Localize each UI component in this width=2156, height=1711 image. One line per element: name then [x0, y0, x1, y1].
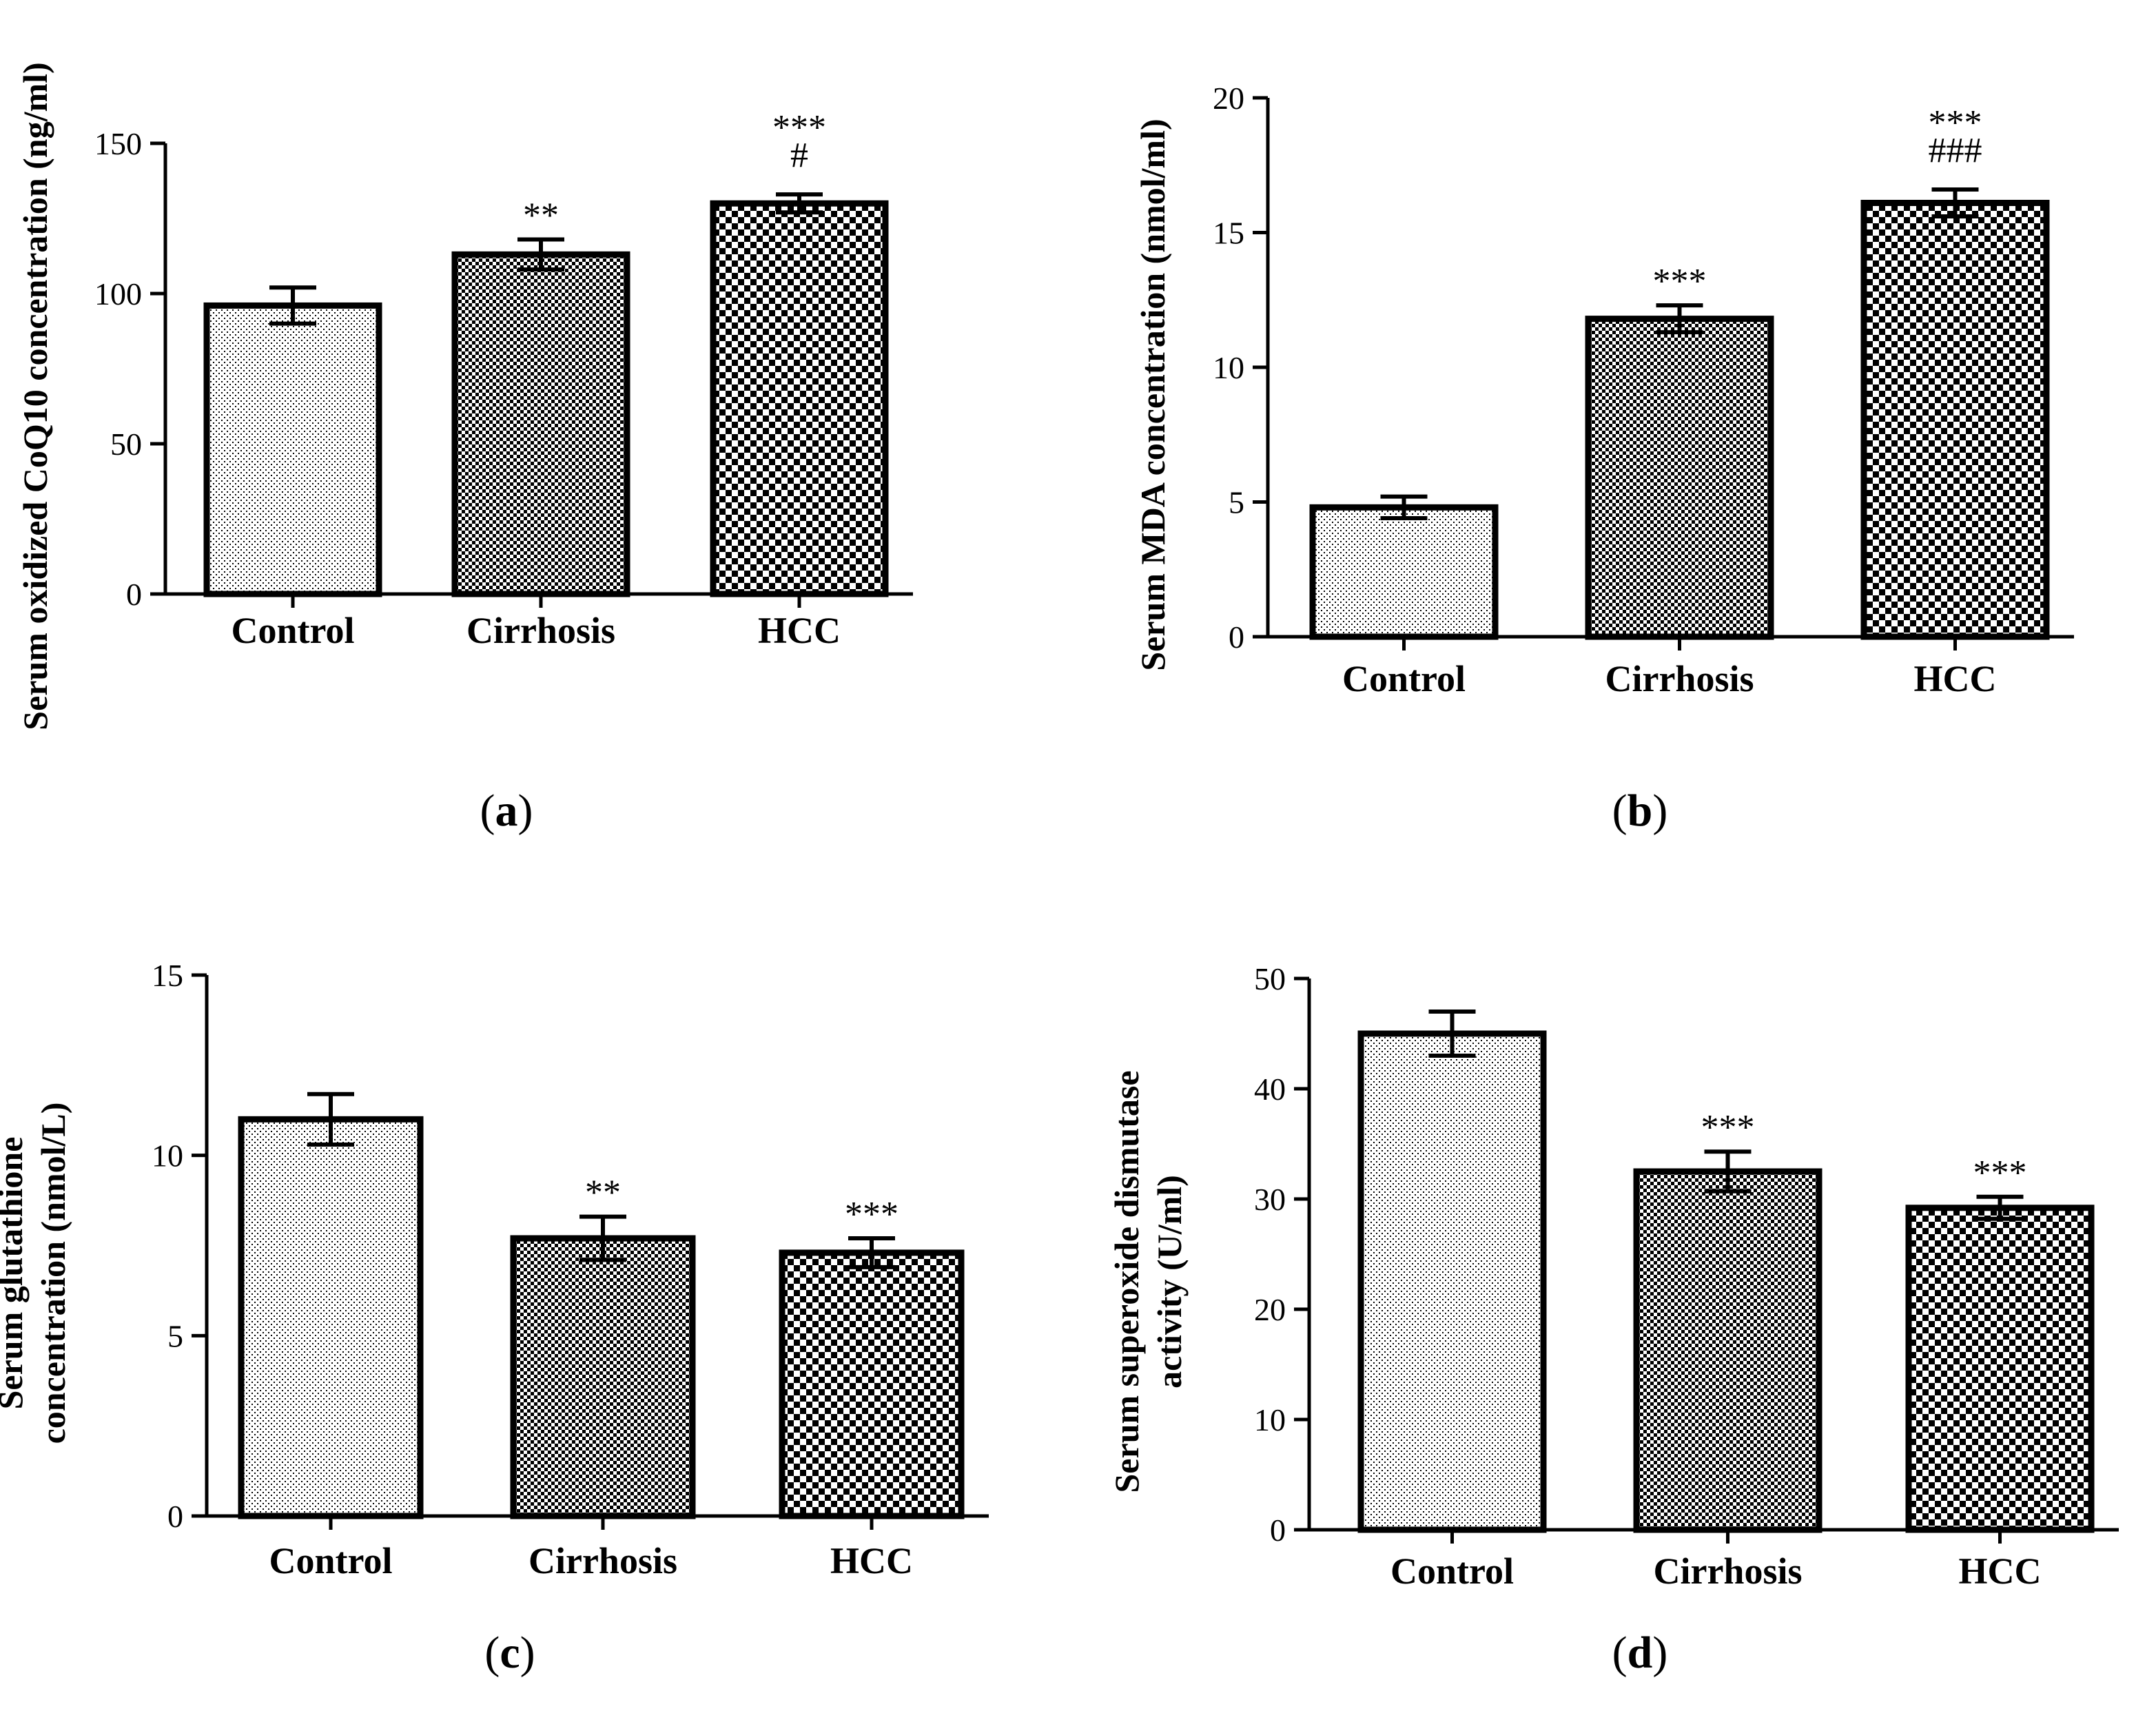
bar-hcc [779, 1249, 965, 1519]
panel-label-letter: a [495, 786, 518, 836]
chart-panel-d: 0 10 20 30 40 50 Serum superoxide dismutase act… [1107, 961, 2119, 1678]
panel-label-open: ( [484, 1628, 500, 1678]
y-axis-title-line: concentration (nmol/L) [34, 1103, 72, 1444]
x-tick-label: Control [1390, 1550, 1514, 1592]
bar-control [238, 1116, 424, 1519]
bar-control [203, 302, 382, 597]
y-tick-label: 5 [1229, 485, 1244, 520]
significance-marker: ** [585, 1174, 621, 1213]
panel-label: (d) [1612, 1628, 1668, 1678]
y-axis-title-line: Serum superoxide dismutase [1107, 1070, 1146, 1493]
y-tick-label: 0 [1229, 619, 1244, 655]
x-tick-label: Cirrhosis [1654, 1550, 1803, 1592]
x-tick-label: Cirrhosis [466, 610, 615, 651]
panel-label-open: ( [480, 786, 495, 836]
significance-marker: *** [1973, 1154, 2027, 1193]
chart-panel-b: 0 5 10 15 20 Serum MDA concentration (nmol/ml… [1133, 81, 2074, 836]
x-tick-label: HCC [758, 610, 841, 651]
y-tick-label: 10 [1213, 350, 1244, 385]
y-tick-label: 10 [152, 1138, 183, 1174]
chart-panel-c: 0 5 10 15 Serum glutathione concentration (nm… [0, 958, 989, 1678]
y-tick-label: 0 [126, 577, 142, 612]
x-tick-label: Cirrhosis [1605, 658, 1754, 699]
y-axis-title-line: Serum glutathione [0, 1137, 30, 1410]
panel-label-letter: b [1628, 786, 1653, 836]
y-axis-title: Serum superoxide dismutase activity (U/ml… [1107, 1070, 1189, 1493]
y-tick-label: 20 [1213, 81, 1244, 116]
x-tick-label: HCC [1959, 1550, 2042, 1592]
y-tick-label: 5 [167, 1318, 183, 1353]
panel-label-close: ) [1652, 786, 1667, 836]
panel-label-close: ) [520, 1628, 535, 1678]
y-tick-label: 150 [94, 126, 142, 161]
bar-control [1357, 1030, 1547, 1533]
y-axis-title: Serum MDA concentration (nmol/ml) [1133, 119, 1172, 670]
y-axis-title: Serum oxidized CoQ10 concentration (ng/m… [16, 62, 54, 730]
x-tick-label: Cirrhosis [528, 1540, 677, 1581]
panel-label: (b) [1612, 786, 1668, 836]
x-tick-label: HCC [1914, 658, 1997, 699]
bar-cirrhosis [1585, 316, 1774, 640]
bar-control [1309, 504, 1499, 640]
panel-label-letter: c [500, 1628, 520, 1678]
x-tick-label: Control [231, 610, 354, 651]
y-tick-label: 40 [1254, 1072, 1286, 1107]
y-tick-label: 10 [1254, 1402, 1286, 1437]
y-tick-label: 15 [1213, 216, 1244, 251]
significance-marker: *** [1653, 262, 1707, 301]
panel-label-close: ) [518, 786, 533, 836]
significance-marker: *** [845, 1195, 899, 1234]
significance-marker: *** [772, 108, 826, 147]
y-tick-label: 30 [1254, 1182, 1286, 1217]
y-axis-title-line: Serum oxidized CoQ10 concentration (ng/m… [16, 62, 54, 730]
panel-label-letter: d [1628, 1628, 1653, 1678]
significance-marker: # [790, 136, 808, 175]
panel-label-open: ( [1612, 786, 1628, 836]
x-tick-label: Control [269, 1540, 392, 1581]
significance-marker: ** [523, 196, 559, 236]
y-axis-title: Serum glutathione concentration (nmol/L) [0, 1103, 72, 1444]
y-axis-title-line: activity (U/ml) [1150, 1175, 1189, 1389]
significance-marker: *** [1929, 103, 1982, 143]
y-tick-label: 50 [110, 427, 142, 462]
bar-hcc [1860, 199, 2050, 640]
y-tick-label: 15 [152, 958, 183, 993]
panel-label-open: ( [1612, 1628, 1628, 1678]
bar-hcc [710, 200, 889, 597]
y-tick-label: 100 [94, 276, 142, 311]
panel-label: (c) [484, 1628, 535, 1678]
y-axis-title-line: Serum MDA concentration (nmol/ml) [1133, 119, 1172, 670]
significance-marker: *** [1701, 1108, 1755, 1147]
bar-cirrhosis [510, 1235, 696, 1519]
y-tick-label: 20 [1254, 1292, 1286, 1327]
x-tick-label: HCC [830, 1540, 913, 1581]
x-tick-label: Control [1342, 658, 1466, 699]
significance-marker: ### [1929, 131, 1982, 170]
y-tick-label: 50 [1254, 961, 1286, 996]
bar-cirrhosis [451, 251, 630, 597]
bar-cirrhosis [1633, 1168, 1823, 1533]
chart-panel-a: 0 50 100 150 Serum oxidized CoQ10 concentrat… [16, 62, 913, 836]
y-tick-label: 0 [1270, 1513, 1286, 1548]
panel-label-close: ) [1652, 1628, 1667, 1678]
panel-label: (a) [480, 786, 533, 836]
bar-hcc [1905, 1205, 2095, 1533]
y-tick-label: 0 [167, 1499, 183, 1534]
